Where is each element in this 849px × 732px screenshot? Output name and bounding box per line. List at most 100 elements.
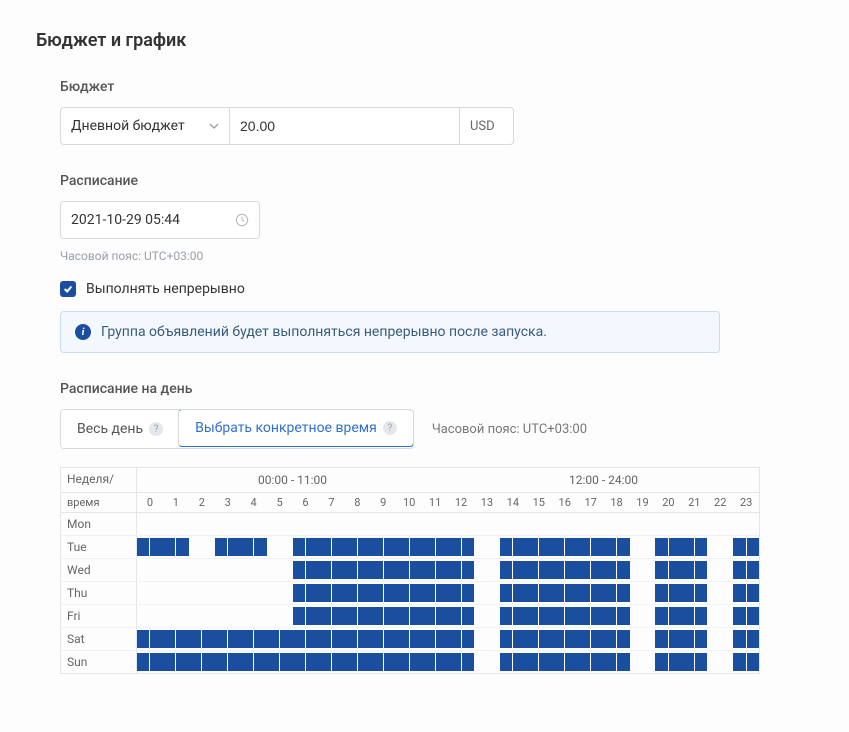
hour-cell[interactable] [163, 536, 189, 558]
hour-cell[interactable] [189, 651, 215, 673]
hour-cell[interactable] [267, 582, 293, 604]
hour-cell[interactable] [215, 582, 241, 604]
hour-cell[interactable] [500, 559, 526, 581]
hour-cell[interactable] [163, 628, 189, 650]
hour-cell[interactable] [552, 605, 578, 627]
hour-cell[interactable] [604, 582, 630, 604]
hour-cell[interactable] [137, 559, 163, 581]
hour-cell[interactable] [163, 559, 189, 581]
hour-cell[interactable] [707, 582, 733, 604]
hour-cell[interactable] [526, 536, 552, 558]
hour-cell[interactable] [733, 513, 759, 535]
hour-cell[interactable] [241, 559, 267, 581]
hour-cell[interactable] [137, 605, 163, 627]
hour-cell[interactable] [474, 605, 500, 627]
hour-cell[interactable] [681, 605, 707, 627]
hour-cell[interactable] [189, 513, 215, 535]
hour-cell[interactable] [733, 559, 759, 581]
hour-cell[interactable] [733, 582, 759, 604]
hour-cell[interactable] [267, 536, 293, 558]
hour-cell[interactable] [707, 628, 733, 650]
hour-cell[interactable] [396, 605, 422, 627]
budget-amount-input[interactable] [240, 118, 449, 134]
hour-cell[interactable] [241, 536, 267, 558]
hour-cell[interactable] [318, 536, 344, 558]
hour-cell[interactable] [500, 605, 526, 627]
hour-cell[interactable] [241, 605, 267, 627]
hour-cell[interactable] [733, 536, 759, 558]
hour-cell[interactable] [630, 651, 656, 673]
hour-cell[interactable] [215, 605, 241, 627]
hour-cell[interactable] [655, 559, 681, 581]
hour-cell[interactable] [630, 559, 656, 581]
hour-cell[interactable] [655, 651, 681, 673]
mode-specific-time-button[interactable]: Выбрать конкретное время ? [178, 409, 414, 447]
hour-cell[interactable] [396, 513, 422, 535]
hour-cell[interactable] [448, 605, 474, 627]
hour-cell[interactable] [370, 536, 396, 558]
hour-cell[interactable] [707, 651, 733, 673]
hour-cell[interactable] [681, 536, 707, 558]
hour-cell[interactable] [578, 536, 604, 558]
hour-cell[interactable] [267, 513, 293, 535]
hour-cell[interactable] [344, 628, 370, 650]
hour-cell[interactable] [344, 559, 370, 581]
hour-cell[interactable] [267, 651, 293, 673]
hour-cell[interactable] [474, 628, 500, 650]
hour-cell[interactable] [604, 536, 630, 558]
hour-cell[interactable] [241, 651, 267, 673]
hour-cell[interactable] [500, 536, 526, 558]
hour-cell[interactable] [604, 628, 630, 650]
hour-cell[interactable] [422, 559, 448, 581]
hour-cell[interactable] [370, 513, 396, 535]
hour-cell[interactable] [396, 651, 422, 673]
hour-cell[interactable] [448, 536, 474, 558]
hour-cell[interactable] [370, 582, 396, 604]
hour-cell[interactable] [293, 605, 319, 627]
hour-cell[interactable] [370, 559, 396, 581]
hour-cell[interactable] [137, 513, 163, 535]
hour-cell[interactable] [318, 559, 344, 581]
hour-cell[interactable] [215, 536, 241, 558]
hour-cell[interactable] [707, 513, 733, 535]
hour-cell[interactable] [604, 513, 630, 535]
help-icon[interactable]: ? [149, 422, 163, 436]
hour-cell[interactable] [630, 605, 656, 627]
hour-cell[interactable] [526, 628, 552, 650]
hour-cell[interactable] [293, 651, 319, 673]
hour-cell[interactable] [241, 582, 267, 604]
hour-cell[interactable] [163, 605, 189, 627]
hour-cell[interactable] [707, 559, 733, 581]
hour-cell[interactable] [189, 628, 215, 650]
hour-cell[interactable] [422, 582, 448, 604]
hour-cell[interactable] [733, 651, 759, 673]
hour-cell[interactable] [448, 559, 474, 581]
hour-cell[interactable] [604, 559, 630, 581]
hour-cell[interactable] [344, 651, 370, 673]
hour-cell[interactable] [318, 605, 344, 627]
hour-cell[interactable] [344, 605, 370, 627]
hour-cell[interactable] [163, 651, 189, 673]
hour-cell[interactable] [422, 628, 448, 650]
hour-cell[interactable] [681, 513, 707, 535]
hour-cell[interactable] [344, 536, 370, 558]
hour-cell[interactable] [293, 513, 319, 535]
hour-cell[interactable] [318, 628, 344, 650]
hour-cell[interactable] [681, 628, 707, 650]
hour-cell[interactable] [474, 536, 500, 558]
hour-cell[interactable] [604, 651, 630, 673]
hour-cell[interactable] [578, 513, 604, 535]
hour-cell[interactable] [733, 605, 759, 627]
hour-cell[interactable] [474, 651, 500, 673]
hour-cell[interactable] [526, 582, 552, 604]
hour-cell[interactable] [655, 628, 681, 650]
hour-cell[interactable] [474, 559, 500, 581]
hour-cell[interactable] [552, 628, 578, 650]
hour-cell[interactable] [474, 513, 500, 535]
hour-cell[interactable] [422, 536, 448, 558]
hour-cell[interactable] [630, 536, 656, 558]
hour-cell[interactable] [396, 582, 422, 604]
hour-cell[interactable] [733, 628, 759, 650]
hour-cell[interactable] [267, 605, 293, 627]
hour-cell[interactable] [189, 559, 215, 581]
